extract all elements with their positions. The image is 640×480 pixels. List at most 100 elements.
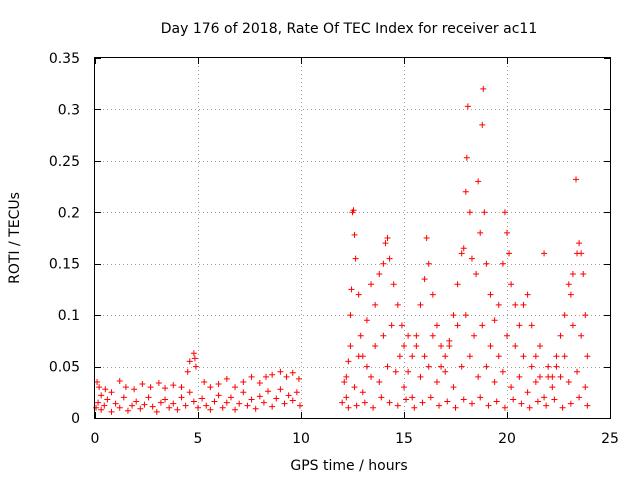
data-point bbox=[162, 396, 169, 403]
data-point bbox=[95, 399, 102, 406]
data-point bbox=[487, 343, 494, 349]
y-tick-label: 0.1 bbox=[58, 308, 80, 324]
data-point bbox=[339, 399, 346, 406]
data-point bbox=[382, 240, 389, 247]
data-point bbox=[252, 405, 259, 412]
data-point bbox=[207, 384, 214, 391]
data-point bbox=[483, 260, 490, 267]
data-point bbox=[524, 291, 531, 298]
data-point bbox=[265, 388, 272, 395]
data-point bbox=[260, 399, 267, 406]
data-point bbox=[351, 384, 358, 391]
data-point bbox=[116, 377, 123, 384]
data-point bbox=[405, 332, 412, 339]
data-point bbox=[141, 401, 148, 408]
data-point bbox=[283, 373, 290, 380]
data-point bbox=[485, 402, 492, 409]
data-point bbox=[396, 353, 403, 360]
data-point bbox=[573, 176, 580, 183]
data-point bbox=[425, 260, 432, 267]
data-point bbox=[236, 400, 243, 407]
data-point bbox=[495, 301, 502, 308]
data-point bbox=[186, 358, 193, 365]
data-point bbox=[582, 312, 589, 319]
data-point bbox=[363, 317, 370, 324]
data-point bbox=[473, 271, 480, 277]
data-point bbox=[569, 271, 576, 277]
data-point bbox=[343, 394, 350, 401]
data-point bbox=[350, 207, 357, 214]
data-point bbox=[398, 322, 405, 329]
chart-title: Day 176 of 2018, Rate Of TEC Index for r… bbox=[161, 21, 537, 37]
data-point bbox=[477, 229, 484, 236]
data-point bbox=[248, 396, 255, 403]
data-point bbox=[409, 394, 416, 401]
data-point bbox=[458, 250, 465, 257]
data-point bbox=[384, 235, 391, 241]
data-point bbox=[450, 384, 457, 391]
data-point bbox=[401, 343, 407, 349]
data-point bbox=[269, 403, 276, 410]
data-point bbox=[170, 382, 177, 389]
data-point bbox=[93, 404, 100, 411]
data-point bbox=[394, 301, 401, 308]
data-point bbox=[454, 281, 461, 288]
data-point bbox=[191, 355, 198, 362]
x-tick-label: 0 bbox=[91, 431, 100, 447]
data-point bbox=[219, 404, 226, 411]
data-point bbox=[147, 384, 154, 391]
data-point bbox=[433, 322, 440, 329]
data-point bbox=[491, 317, 498, 324]
data-point bbox=[232, 384, 239, 391]
data-point bbox=[446, 343, 453, 349]
data-point bbox=[108, 389, 115, 396]
data-point bbox=[347, 343, 354, 349]
data-point bbox=[207, 406, 214, 413]
data-point bbox=[452, 404, 459, 411]
data-point bbox=[256, 393, 263, 400]
data-point bbox=[211, 398, 218, 405]
data-point bbox=[553, 353, 560, 360]
data-point bbox=[580, 271, 587, 277]
data-point bbox=[576, 240, 583, 247]
data-point bbox=[201, 379, 208, 385]
data-point bbox=[345, 404, 352, 411]
data-point bbox=[512, 343, 519, 349]
data-point bbox=[557, 332, 564, 339]
data-point bbox=[372, 301, 379, 308]
data-point bbox=[355, 353, 362, 360]
data-point bbox=[442, 368, 449, 375]
data-point bbox=[102, 386, 109, 393]
y-tick-label: 0.05 bbox=[49, 360, 80, 376]
data-point bbox=[462, 188, 469, 195]
data-point bbox=[386, 255, 393, 262]
data-point bbox=[468, 255, 475, 262]
data-point bbox=[536, 343, 543, 349]
data-point bbox=[565, 281, 572, 288]
data-point bbox=[370, 404, 377, 411]
data-point bbox=[343, 373, 350, 380]
data-point bbox=[444, 398, 451, 405]
data-point bbox=[574, 368, 581, 375]
data-point bbox=[137, 405, 144, 412]
data-point bbox=[438, 343, 445, 349]
data-point bbox=[559, 404, 566, 411]
data-point bbox=[184, 368, 191, 375]
data-point bbox=[215, 392, 222, 399]
data-point bbox=[534, 398, 541, 405]
data-point bbox=[460, 396, 467, 403]
data-point bbox=[162, 385, 169, 392]
data-point bbox=[368, 373, 375, 380]
data-point bbox=[145, 394, 152, 401]
y-tick-label: 0.15 bbox=[49, 257, 80, 273]
data-point bbox=[178, 394, 185, 401]
x-tick-label: 20 bbox=[498, 431, 516, 447]
data-point bbox=[413, 343, 420, 349]
data-point bbox=[178, 384, 185, 391]
data-point bbox=[248, 373, 255, 380]
data-point bbox=[256, 380, 263, 387]
data-point bbox=[508, 281, 515, 288]
data-point bbox=[524, 389, 531, 396]
plot-frame bbox=[94, 57, 611, 419]
data-point bbox=[578, 332, 585, 339]
